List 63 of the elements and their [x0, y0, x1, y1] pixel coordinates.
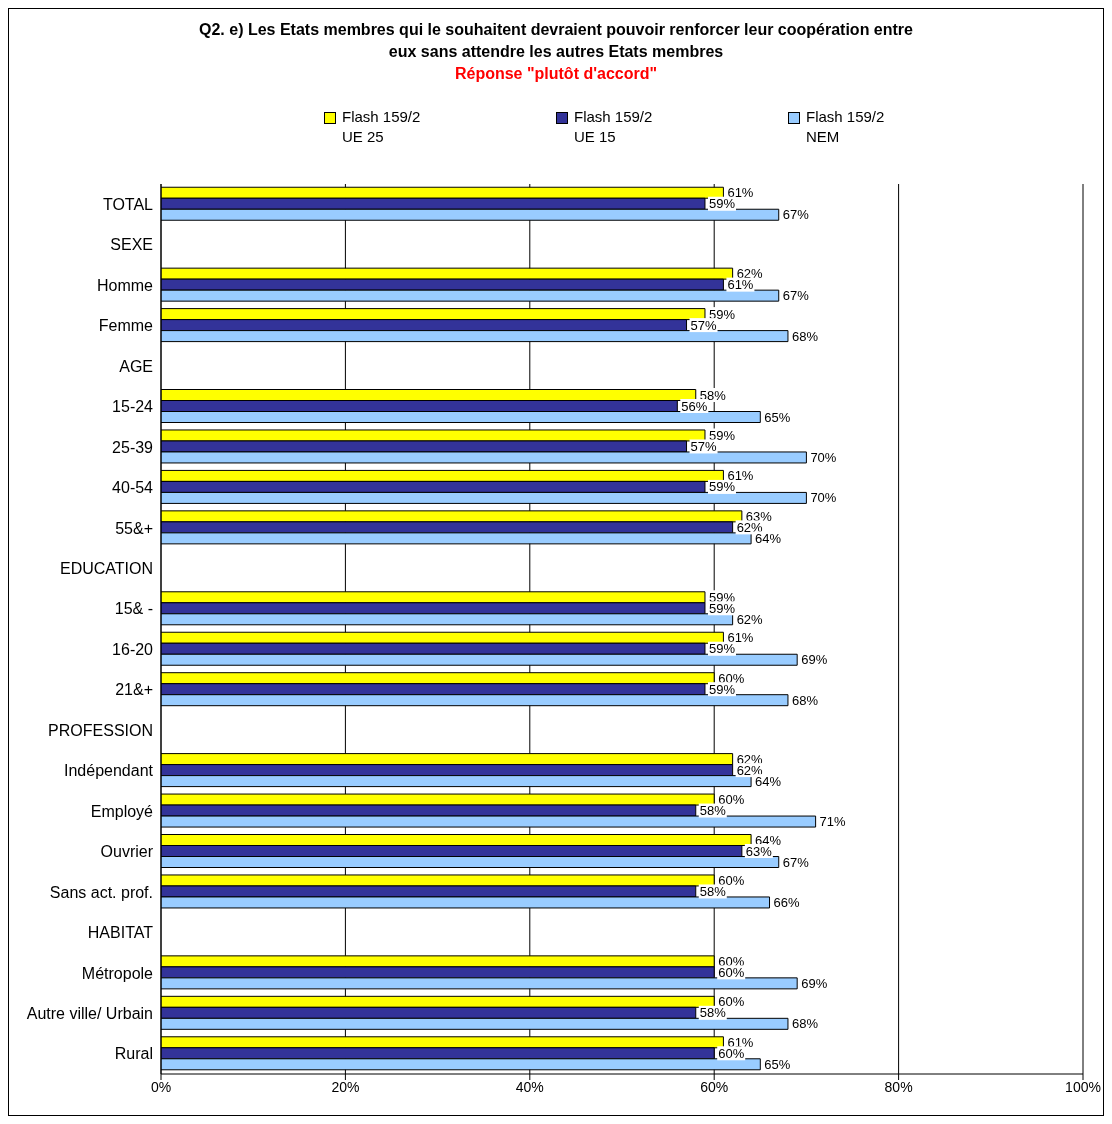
data-label: 70%	[810, 449, 837, 465]
chart-subtitle: Réponse "plutôt d'accord"	[453, 64, 659, 84]
data-label: 59%	[708, 589, 736, 605]
data-label: 61%	[727, 277, 754, 293]
data-label: 68%	[791, 692, 819, 708]
legend-label: Flash 159/2 UE 25	[342, 107, 422, 147]
x-tick-label: 20%	[331, 1078, 360, 1095]
data-label: 63%	[745, 843, 773, 859]
y-tick-label: TOTAL	[102, 195, 154, 213]
data-label: 69%	[801, 975, 828, 991]
y-tick-label: Sans act. prof.	[49, 883, 153, 901]
y-tick-label: 55&+	[115, 519, 153, 537]
data-label: 71%	[819, 814, 847, 830]
data-label: 57%	[690, 317, 717, 333]
y-tick-label: Autre ville/ Urbain	[26, 1005, 153, 1022]
y-tick-label: Femme	[98, 317, 154, 335]
data-label: 69%	[801, 652, 828, 668]
y-tick-label: PROFESSION	[48, 721, 153, 739]
y-tick-label: Métropole	[81, 964, 154, 982]
y-tick-label: Indépendant	[64, 762, 154, 780]
data-label: 62%	[736, 611, 764, 627]
data-label: 59%	[708, 427, 736, 443]
y-tick-label: EDUCATION	[59, 560, 153, 577]
y-tick-label: AGE	[119, 357, 153, 375]
y-tick-label: 15-24	[112, 398, 154, 416]
data-label: 59%	[708, 681, 736, 697]
data-label: 67%	[782, 207, 810, 223]
data-label: 67%	[782, 288, 810, 304]
data-label: 68%	[791, 328, 819, 344]
data-label: 68%	[791, 1016, 819, 1032]
y-tick-label: HABITAT	[87, 924, 154, 942]
data-label: 64%	[755, 773, 782, 789]
data-label: 59%	[708, 196, 736, 212]
x-tick-label: 80%	[884, 1078, 913, 1095]
y-tick-label: SEXE	[110, 236, 153, 254]
data-label: 59%	[708, 479, 736, 495]
data-label: 58%	[699, 1005, 727, 1021]
y-tick-label: Homme	[96, 276, 154, 294]
y-tick-label: 16-20	[112, 640, 154, 658]
x-tick-label: 40%	[515, 1078, 544, 1095]
y-tick-label: 15& -	[114, 600, 153, 618]
data-label: 65%	[764, 1056, 791, 1072]
data-label: 67%	[782, 854, 810, 870]
y-tick-label: Employé	[90, 802, 154, 820]
x-tick-label: 0%	[150, 1078, 172, 1095]
data-label: 70%	[810, 490, 837, 506]
legend-label: Flash 159/2 UE 15	[574, 107, 654, 147]
chart-title: Q2. e) Les Etats membres qui le souhaitent devraient pouvoir renforcer leur coopération entre eux sans attendre les autres Etats membres	[198, 20, 914, 62]
data-label: 59%	[708, 641, 736, 657]
data-label: 58%	[699, 803, 727, 819]
x-tick-label: 60%	[700, 1078, 729, 1095]
y-tick-label: 25-39	[112, 438, 154, 456]
data-label: 65%	[764, 409, 791, 425]
y-tick-label: 40-54	[112, 479, 154, 497]
y-tick-label: Rural	[114, 1045, 153, 1063]
y-tick-label: 21&+	[115, 681, 153, 699]
x-tick-label: 100%	[1065, 1078, 1101, 1095]
data-label: 59%	[708, 306, 736, 322]
legend-label: Flash 159/2 NEM	[806, 107, 886, 147]
data-label: 62%	[736, 762, 764, 778]
data-label: 66%	[773, 894, 800, 910]
data-label: 56%	[681, 398, 708, 414]
y-tick-label: Ouvrier	[100, 843, 154, 861]
